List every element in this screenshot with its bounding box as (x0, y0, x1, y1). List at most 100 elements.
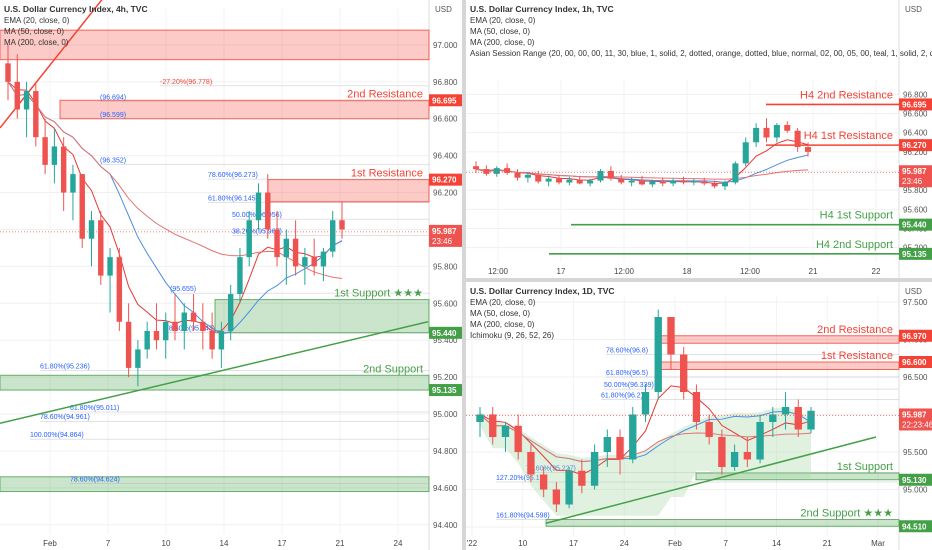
candle-body (209, 330, 215, 350)
candle-body (670, 180, 677, 184)
zone-label: 1st Support ★★★ (334, 288, 423, 300)
y-tick-label: 97.000 (433, 41, 458, 50)
x-tick-label: 7 (724, 539, 729, 548)
candle-body (476, 414, 484, 422)
candle-body (292, 238, 299, 267)
countdown: 23:46 (902, 177, 923, 186)
candle-body (769, 414, 777, 422)
candle-body (218, 330, 225, 350)
fib-label: (95.655) (170, 286, 196, 293)
candle-body (172, 321, 178, 331)
legend-entry: MA (200, close, 0) (4, 38, 69, 47)
price-tag: 95.135 (432, 386, 457, 395)
zone-sup (214, 299, 430, 334)
candle-body (135, 349, 141, 368)
y-tick-label: 96.200 (903, 148, 928, 157)
candle-body (732, 163, 739, 183)
candle-body (535, 174, 542, 182)
fib-label: 78.60%(94.961) (40, 414, 90, 421)
candle-body (514, 172, 521, 178)
candle-body (641, 392, 650, 415)
y-tick-label: 95.000 (903, 486, 928, 495)
price-tag: 96.970 (902, 332, 927, 341)
candle-body (638, 180, 646, 185)
level-label: H4 2nd Resistance (800, 89, 893, 101)
legend-entry: EMA (20, close, 0) (470, 16, 536, 25)
current-price: 95.987 (902, 167, 927, 176)
candle-body (649, 181, 656, 185)
legend-entry: U.S. Dollar Currency Index, 1h, TVC (470, 4, 614, 14)
price-tag-bg (899, 329, 932, 342)
candle-body (552, 489, 561, 505)
y-tick-label: 95.200 (433, 373, 458, 382)
candle-body (545, 178, 552, 182)
fib-label: 78.60%(96.273) (208, 172, 258, 179)
fib-label: 61.80%(95.011) (70, 405, 119, 412)
candle-body (493, 168, 500, 174)
price-tag: 95.440 (902, 221, 927, 230)
legend-entry: U.S. Dollar Currency Index, 4h, TVC (4, 4, 148, 14)
candle-body (33, 91, 39, 138)
x-tick-label: 10 (162, 539, 171, 548)
y-tick-label: 97.500 (903, 298, 928, 307)
legend-entry: EMA (20, close, 0) (4, 16, 70, 25)
zone-sup (0, 374, 430, 391)
candle-body (302, 257, 308, 267)
y-tick-label: 95.800 (903, 186, 928, 195)
candle-body (255, 192, 262, 221)
candle-body (125, 321, 132, 368)
price-tag-bg (429, 326, 462, 339)
candle-body (701, 181, 708, 184)
fib-label: 38.20%(95.967) (232, 229, 282, 236)
candle-body (721, 182, 729, 187)
y-tick-label: 95.600 (903, 205, 928, 214)
candle-body (524, 174, 531, 178)
candle-body (514, 425, 522, 452)
legend-entry: Asian Session Range (20, 00, 00, 00, 11,… (470, 49, 932, 58)
y-tick-label: 95.500 (903, 448, 928, 457)
price-tag-bg (899, 408, 932, 431)
candle-body (730, 452, 739, 467)
candle-body (107, 257, 113, 276)
y-tick-label: 96.800 (433, 78, 458, 87)
candle-body (680, 354, 688, 392)
candle-body (501, 425, 510, 437)
price-tag-bg (899, 247, 932, 260)
fib-label: (96.352) (100, 158, 126, 165)
x-tick-label: Feb (43, 539, 57, 548)
candle-body (616, 437, 624, 460)
legend-entry: MA (200, close, 0) (470, 320, 535, 329)
price-tag: 96.270 (902, 141, 927, 150)
candle-body (311, 257, 317, 267)
price-tag-bg (899, 139, 932, 152)
candle-body (88, 220, 95, 239)
candle-body (659, 181, 666, 184)
fib-label: 161.80%(94.598) (496, 513, 550, 520)
candle-body (794, 407, 802, 430)
candle-body (339, 220, 345, 230)
candle-body (692, 392, 701, 422)
candle-body (590, 452, 599, 486)
x-tick-label: 24 (394, 539, 403, 548)
candle-body (144, 330, 150, 350)
currency-label: USD (905, 5, 922, 14)
candle-body (330, 220, 336, 252)
candle-body (527, 452, 535, 475)
zone-label: 1st Resistance (821, 350, 893, 362)
trend-line (545, 436, 877, 524)
zone-label: 2nd Resistance (817, 324, 893, 336)
candle-body (274, 229, 280, 258)
candle-body (753, 127, 760, 143)
candle-body (781, 407, 790, 415)
countdown: 22:23:46 (902, 420, 932, 429)
x-tick-label: Mar (871, 539, 885, 548)
y-tick-label: 96.200 (433, 189, 458, 198)
candle-body (163, 321, 169, 341)
candle-body (618, 178, 625, 183)
candle-body (597, 171, 604, 181)
candle-body (629, 414, 637, 460)
candle-body (153, 330, 160, 341)
currency-label: USD (435, 5, 452, 14)
price-tag-bg (899, 98, 932, 111)
